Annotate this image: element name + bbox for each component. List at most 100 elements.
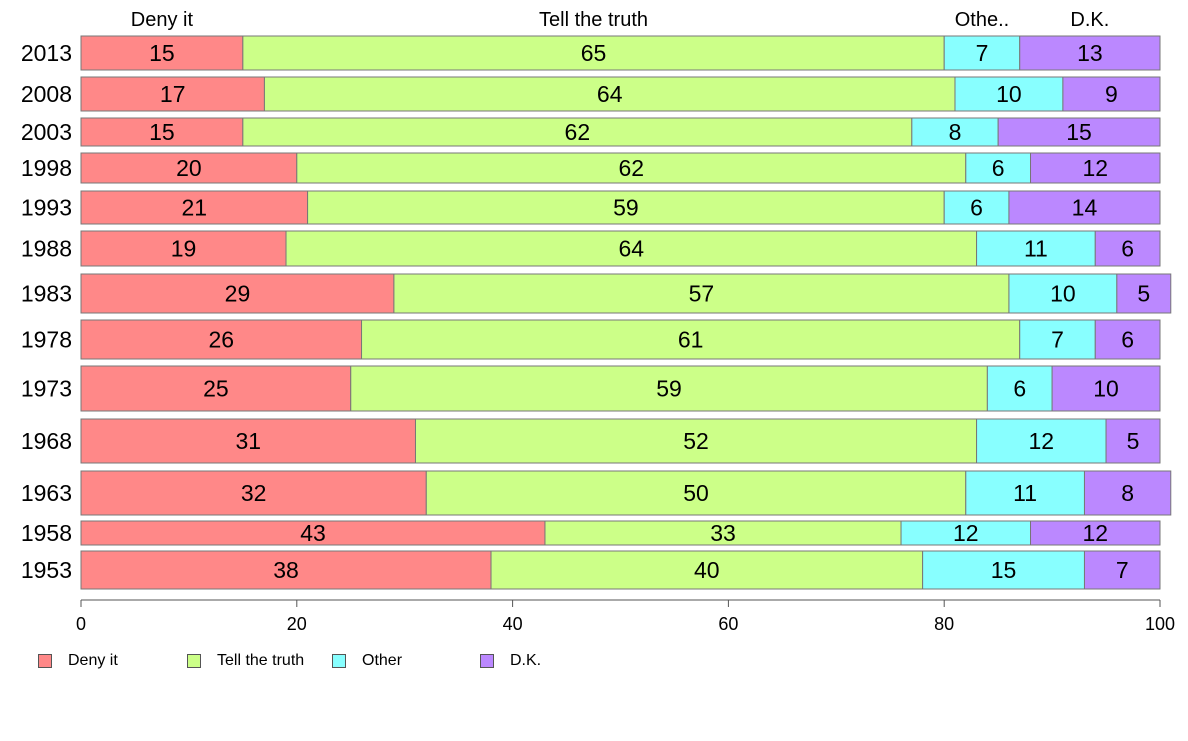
bar-segment [922,550,1085,590]
bar-segment [1008,273,1118,314]
data-label: 57 [689,281,715,307]
data-label: 31 [235,428,261,454]
series-header-label: Tell the truth [539,9,648,31]
bar-segment [1083,550,1161,590]
data-label: 38 [273,557,299,583]
bar-segment [943,190,1010,225]
data-label: 62 [565,119,591,145]
category-tick-label: 1988 [21,236,72,262]
data-label: 32 [241,480,267,506]
data-label: 19 [171,236,197,262]
bar-segment [1019,35,1161,71]
category-tick-label: 2008 [21,81,72,107]
data-label: 65 [581,40,607,66]
data-label: 40 [694,557,720,583]
legend-item-other: Other [332,652,402,670]
series-header-label: Deny it [131,9,194,31]
series-header-label: Othe.. [955,9,1009,31]
bar-segment [1030,152,1161,184]
bar-segment [80,117,244,147]
category-tick-label: 1953 [21,557,72,583]
bar-segment [900,520,1032,546]
data-label: 13 [1077,40,1103,66]
bar-segment [490,550,924,590]
data-label: 11 [1024,236,1048,262]
data-label: 15 [991,557,1017,583]
x-tick-label: 80 [934,614,954,634]
data-label: 8 [1121,480,1134,506]
bar-segment [80,152,298,184]
legend-item-deny-it: Deny it [38,652,118,670]
data-label: 50 [683,480,709,506]
bar-segment [1062,76,1161,112]
category-tick-label: 1993 [21,195,72,221]
legend-item-tell-the-truth: Tell the truth [187,652,304,670]
bar-segment [296,152,967,184]
data-label: 21 [181,195,207,221]
bar-segment [1116,273,1172,314]
bar-segment [425,470,967,516]
data-label: 10 [1093,376,1119,402]
data-label: 11 [1013,480,1037,506]
data-label: 10 [1050,281,1076,307]
data-label: 7 [1116,557,1129,583]
bar-segment [80,76,265,112]
bar-segment [997,117,1161,147]
x-tick-label: 100 [1145,614,1175,634]
legend-swatch-other [332,654,346,668]
category-tick-label: 2003 [21,119,72,145]
bar-segment [976,418,1107,464]
data-label: 17 [160,81,186,107]
x-tick-label: 60 [718,614,738,634]
category-tick-label: 2013 [21,40,72,66]
data-label: 12 [953,520,979,546]
category-tick-label: 1998 [21,155,72,181]
bar-segment [965,470,1085,516]
bar-segment [1094,230,1161,267]
category-tick-label: 1978 [21,327,72,353]
legend-label: D.K. [510,652,542,669]
bar-segment [80,35,244,71]
data-label: 59 [656,376,682,402]
data-label: 8 [949,119,962,145]
bar-segment [954,76,1064,112]
x-tick-label: 40 [503,614,523,634]
bar-segment [350,365,988,412]
data-label: 9 [1105,81,1118,107]
category-tick-label: 1983 [21,281,72,307]
data-label: 5 [1127,428,1140,454]
legend-label: Deny it [68,652,118,669]
bar-segment [80,319,363,360]
data-label: 6 [1121,236,1134,262]
bar-segment [80,550,492,590]
data-label: 52 [683,428,709,454]
data-label: 14 [1072,195,1098,221]
data-label: 10 [996,81,1022,107]
x-tick-label: 0 [76,614,86,634]
data-label: 25 [203,376,229,402]
bar-segment [544,520,902,546]
bar-segment [307,190,945,225]
data-label: 26 [208,327,234,353]
data-label: 64 [618,236,644,262]
legend-swatch-dk [480,654,494,668]
category-tick-label: 1958 [21,520,72,546]
data-label: 7 [976,40,989,66]
data-label: 64 [597,81,623,107]
data-label: 29 [225,281,251,307]
data-label: 62 [618,155,644,181]
bar-segment [80,230,287,267]
bar-segment [1083,470,1172,516]
data-label: 15 [1066,119,1092,145]
bar-segment [1094,319,1161,360]
bar-segment [414,418,978,464]
data-label: 43 [300,520,326,546]
x-tick-label: 20 [287,614,307,634]
data-label: 15 [149,119,175,145]
bar-segment [1008,190,1161,225]
bar-segment [285,230,978,267]
bar-segment [263,76,956,112]
bar-segment [1030,520,1161,546]
data-label: 5 [1137,281,1150,307]
